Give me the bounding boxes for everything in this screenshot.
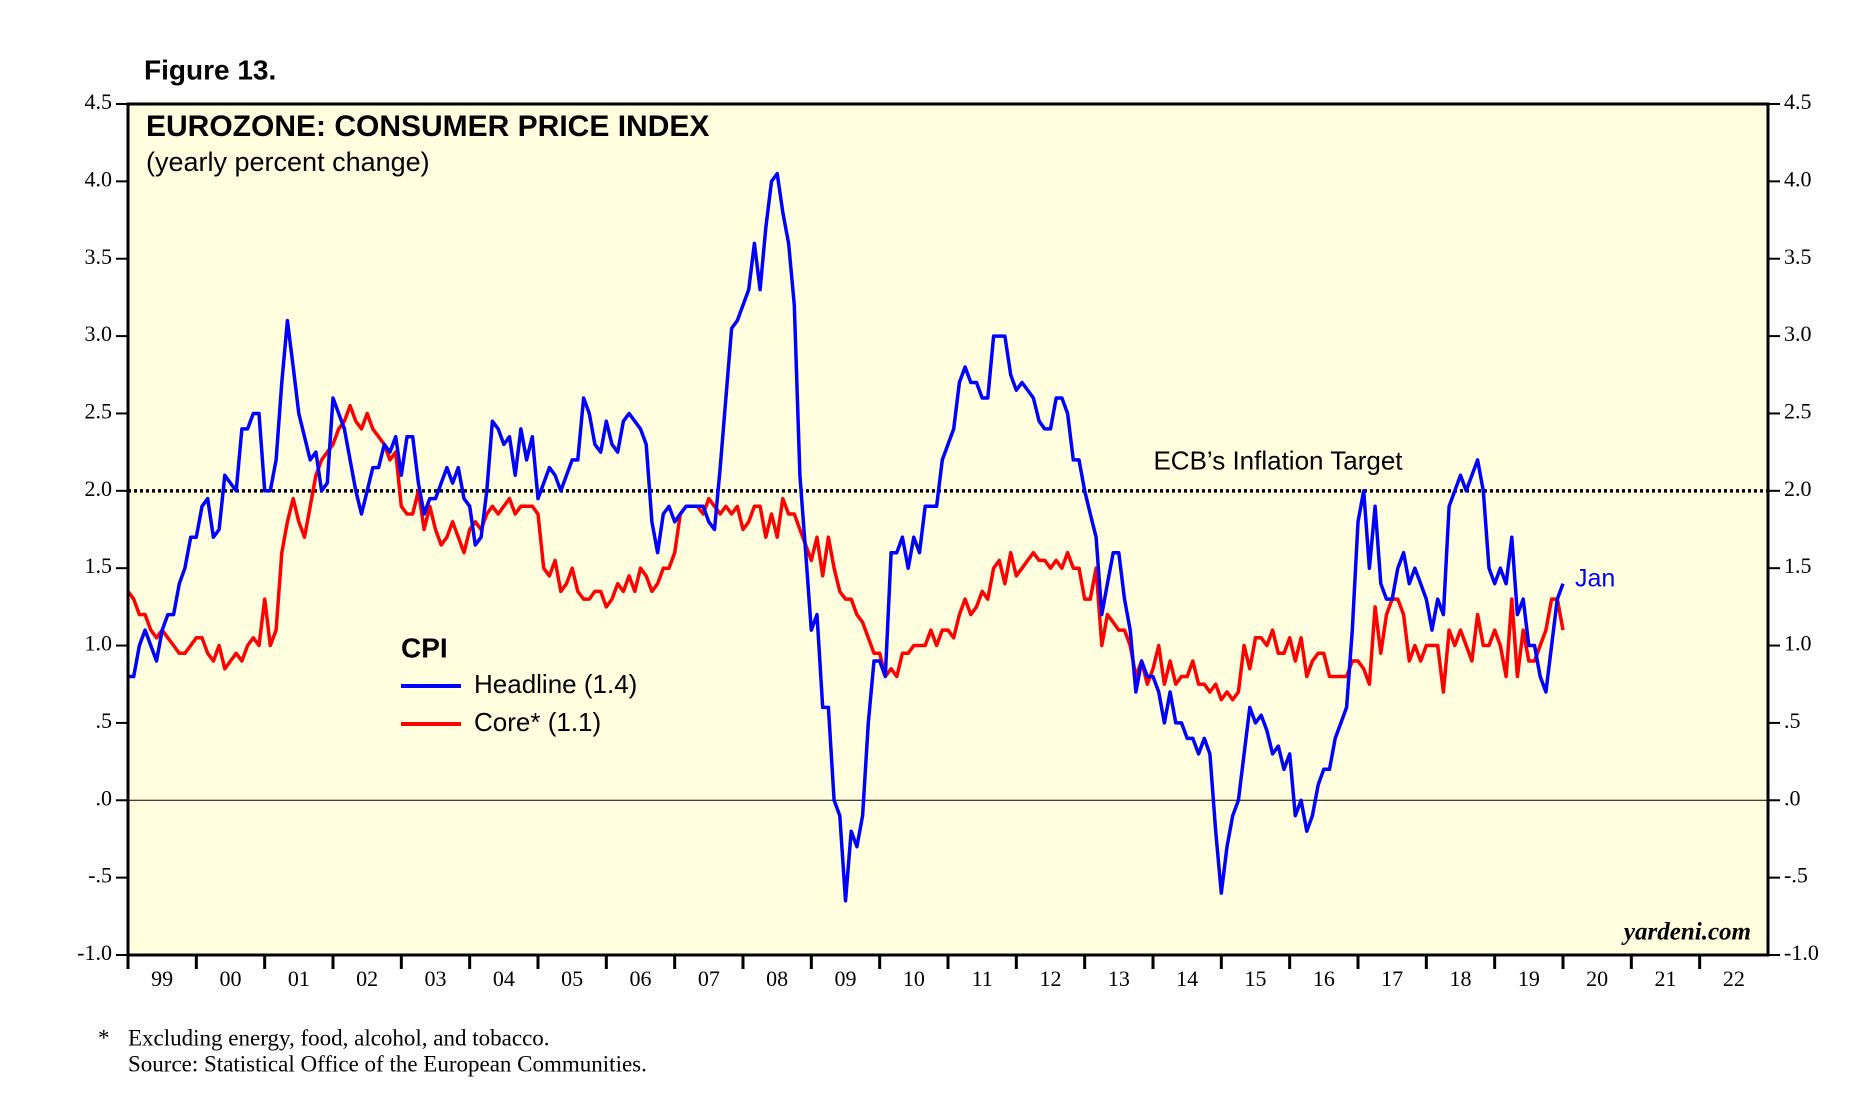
legend-label: Core* (1.1)	[474, 707, 601, 737]
x-tick-label: 12	[1040, 966, 1062, 991]
y-tick-label: 2.5	[1784, 399, 1812, 424]
y-tick-label: .0	[96, 785, 113, 810]
y-tick-label: -.5	[88, 863, 112, 888]
y-tick-label: 3.5	[1784, 244, 1812, 269]
x-tick-label: 18	[1450, 966, 1472, 991]
x-tick-label: 22	[1723, 966, 1745, 991]
y-tick-label: 4.0	[1784, 166, 1812, 191]
y-tick-label: 4.5	[85, 89, 113, 114]
x-tick-label: 00	[220, 966, 242, 991]
y-tick-label: .5	[96, 708, 113, 733]
x-tick-label: 13	[1108, 966, 1130, 991]
x-tick-label: 20	[1586, 966, 1608, 991]
plot-frame	[126, 102, 1770, 957]
source-brand: yardeni.com	[1621, 919, 1751, 946]
y-tick-label: 2.5	[85, 399, 113, 424]
figure-label: Figure 13.	[144, 54, 276, 85]
chart-subtitle: (yearly percent change)	[146, 147, 430, 177]
y-tick-label: 1.0	[85, 631, 113, 656]
x-tick-label: 09	[835, 966, 857, 991]
x-tick-label: 10	[903, 966, 925, 991]
x-tick-label: 19	[1518, 966, 1540, 991]
y-tick-label: .0	[1784, 785, 1801, 810]
x-tick-label: 04	[493, 966, 515, 991]
series-line	[128, 171, 1565, 903]
x-tick-label: 17	[1381, 966, 1403, 991]
y-tick-label: 4.0	[85, 166, 113, 191]
plot-area	[128, 104, 1768, 955]
y-tick-label: 1.5	[85, 553, 113, 578]
footnote: Excluding energy, food, alcohol, and tob…	[128, 1025, 550, 1050]
legend-title: CPI	[401, 632, 448, 663]
x-tick-label: 08	[766, 966, 788, 991]
y-tick-label: -.5	[1784, 863, 1808, 888]
target-label: ECB’s Inflation Target	[1153, 446, 1403, 476]
x-tick-label: 05	[561, 966, 583, 991]
y-tick-label: 3.0	[1784, 321, 1812, 346]
footnote-mark: *	[98, 1025, 110, 1050]
x-tick-label: 03	[425, 966, 447, 991]
x-tick-label: 15	[1245, 966, 1267, 991]
x-tick-label: 02	[356, 966, 378, 991]
y-tick-label: 1.5	[1784, 553, 1812, 578]
x-tick-label: 14	[1176, 966, 1198, 991]
y-tick-label: 3.5	[85, 244, 113, 269]
y-tick-label: 3.0	[85, 321, 113, 346]
series-line	[126, 403, 1565, 702]
y-tick-label: 2.0	[1784, 476, 1812, 501]
series-lines	[126, 171, 1565, 903]
x-tick-label: 21	[1655, 966, 1677, 991]
x-tick-label: 11	[972, 966, 993, 991]
x-tick-label: 16	[1313, 966, 1335, 991]
footnote: Source: Statistical Office of the Europe…	[128, 1051, 647, 1076]
legend-label: Headline (1.4)	[474, 669, 637, 699]
x-tick-label: 06	[630, 966, 652, 991]
chart-title: EUROZONE: CONSUMER PRICE INDEX	[146, 110, 709, 143]
y-tick-label: .5	[1784, 708, 1801, 733]
end-label: Jan	[1575, 564, 1615, 592]
y-tick-label: -1.0	[77, 940, 112, 965]
y-tick-label: -1.0	[1784, 940, 1819, 965]
axes: -1.0 -1.0 -.5 -.5 .0 .0 .5 .5 1.0 1.0 1.5 1.5 2.0 2.0…	[77, 89, 1819, 991]
x-tick-label: 01	[288, 966, 310, 991]
y-tick-label: 4.5	[1784, 89, 1812, 114]
x-tick-label: 07	[698, 966, 720, 991]
y-tick-label: 2.0	[85, 476, 113, 501]
x-tick-label: 99	[151, 966, 173, 991]
y-tick-label: 1.0	[1784, 631, 1812, 656]
